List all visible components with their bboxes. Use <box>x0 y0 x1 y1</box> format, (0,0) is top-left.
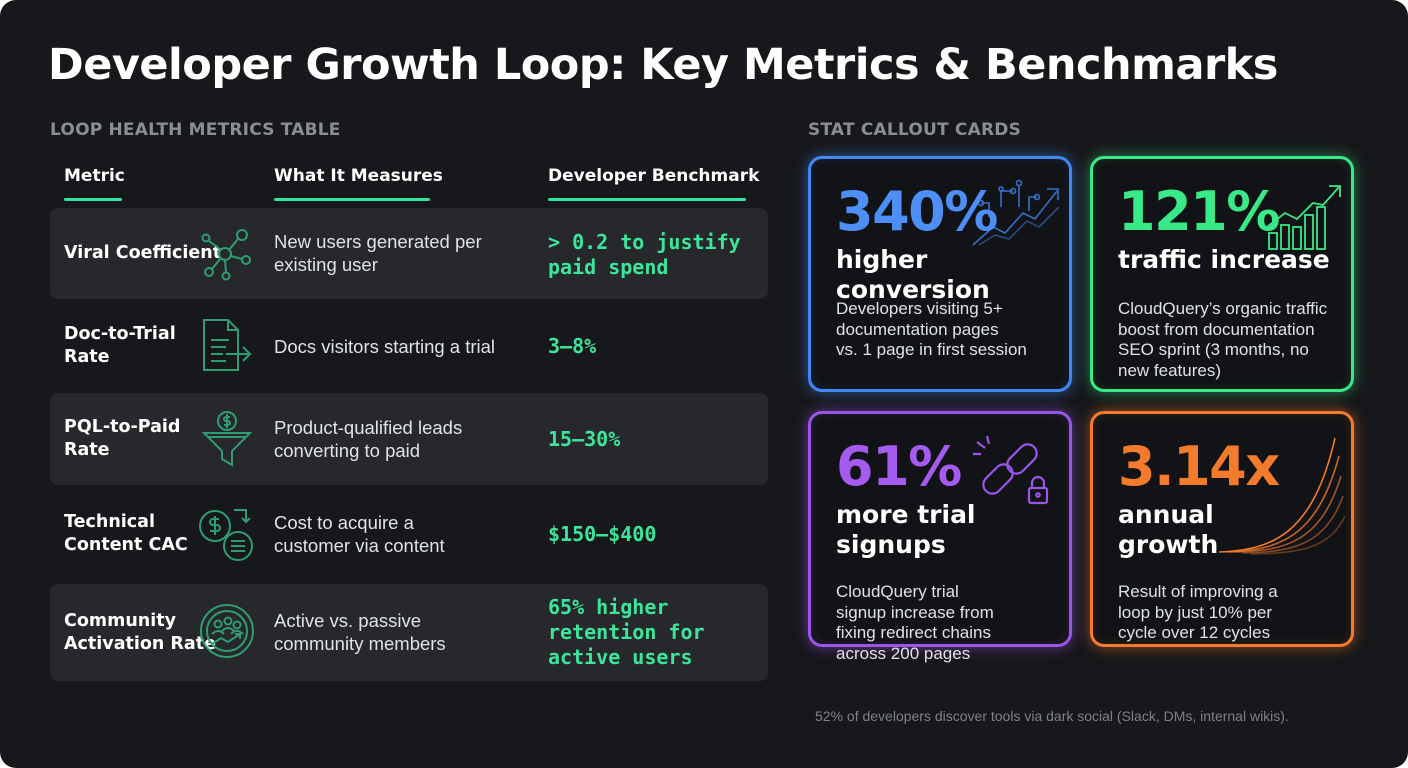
metric-name: Viral Coefficient <box>64 243 222 263</box>
stat-card-annual-growth: 3.14x annual growth Result of improving … <box>1090 411 1354 647</box>
stat-value: 61% <box>836 435 962 498</box>
header-developer-benchmark: Developer Benchmark <box>548 166 760 186</box>
cards-section-label: STAT CALLOUT CARDS <box>808 120 1022 140</box>
table-row: Doc-to-Trial Rate Docs visitors starting… <box>50 300 768 391</box>
document-arrow-icon <box>196 316 254 374</box>
footnote: 52% of developers discover tools via dar… <box>815 708 1289 724</box>
network-nodes-icon <box>196 224 254 282</box>
table-header: Metric What It Measures Developer Benchm… <box>50 166 768 206</box>
table-row: Technical Content CAC Cost to acquire a … <box>50 488 768 582</box>
exponential-curves-icon <box>1213 434 1347 556</box>
metric-benchmark: 65% higher retention for active users <box>548 595 705 669</box>
stat-description: Developers visiting 5+ documentation pag… <box>836 299 1027 359</box>
header-what-it-measures: What It Measures <box>274 166 443 186</box>
stat-label: annual growth <box>1118 500 1219 559</box>
dollar-cycle-icon <box>196 504 254 562</box>
stat-card-trial-signups: 61% more trial signups CloudQuery trial … <box>808 411 1072 663</box>
page-title: Developer Growth Loop: Key Metrics & Ben… <box>48 40 1278 90</box>
header-metric: Metric <box>64 166 125 186</box>
stat-value: 340% <box>836 180 998 243</box>
table-row: Community Activation Rate Active vs. pas… <box>50 584 768 681</box>
metric-benchmark: $150–$400 <box>548 522 657 546</box>
table-row: Viral Coefficient New users generated pe… <box>50 208 768 299</box>
stat-description: CloudQuery trial signup increase from fi… <box>836 582 994 663</box>
table-section-label: LOOP HEALTH METRICS TABLE <box>50 120 341 140</box>
chain-lock-icon <box>971 434 1057 514</box>
header-underline <box>64 198 122 201</box>
stat-value: 121% <box>1118 180 1280 243</box>
metric-name: PQL-to-Paid Rate <box>64 417 181 460</box>
metric-description: New users generated per existing user <box>274 231 482 275</box>
metric-name: Community Activation Rate <box>64 611 216 654</box>
table-row: PQL-to-Paid Rate Product-qualified leads… <box>50 393 768 485</box>
stat-card-traffic: 121% traffic increase CloudQuery’s organ… <box>1090 156 1354 392</box>
header-underline <box>548 198 746 201</box>
metric-description: Product-qualified leads converting to pa… <box>274 417 463 461</box>
metric-benchmark: 3–8% <box>548 334 597 358</box>
metric-benchmark: > 0.2 to justify paid spend <box>548 230 741 279</box>
metric-description: Cost to acquire a customer via content <box>274 512 445 556</box>
metric-description: Docs visitors starting a trial <box>274 336 496 357</box>
bar-growth-icon <box>1263 181 1343 251</box>
dollar-funnel-icon <box>196 409 254 467</box>
metric-name: Technical Content CAC <box>64 512 188 555</box>
metric-benchmark: 15–30% <box>548 427 621 451</box>
metric-name: Doc-to-Trial Rate <box>64 324 176 367</box>
stat-label: higher conversion <box>836 245 990 304</box>
stat-description: Result of improving a loop by just 10% p… <box>1118 582 1278 642</box>
circuit-trend-icon <box>971 177 1063 247</box>
stat-label: traffic increase <box>1118 245 1330 274</box>
stat-card-conversion: 340% higher conversion Developers visiti… <box>808 156 1072 392</box>
stat-value: 3.14x <box>1118 435 1280 498</box>
stat-description: CloudQuery’s organic traffic boost from … <box>1118 299 1328 380</box>
header-underline <box>274 198 430 201</box>
community-growth-icon <box>198 602 256 660</box>
metric-description: Active vs. passive community members <box>274 610 446 654</box>
stat-label: more trial signups <box>836 500 976 559</box>
